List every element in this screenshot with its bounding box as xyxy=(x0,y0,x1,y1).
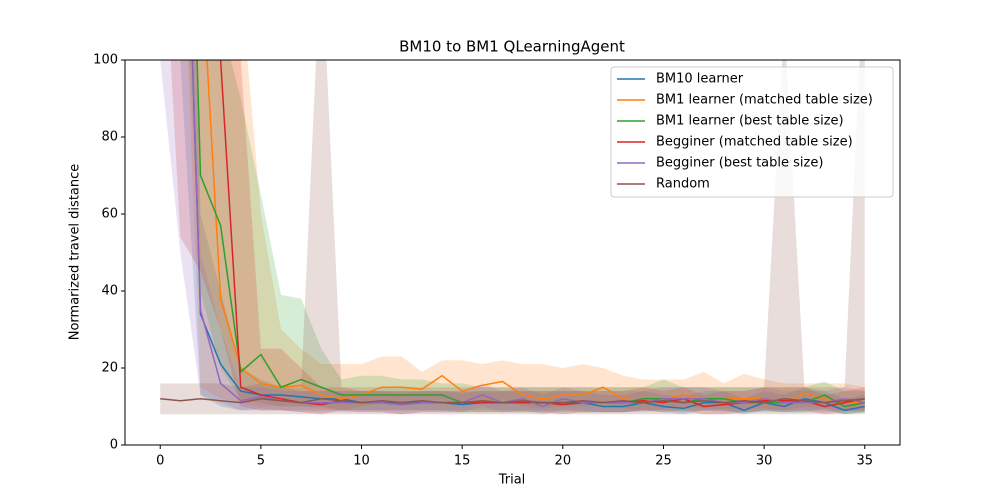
y-tick-label: 40 xyxy=(101,284,118,299)
error-band xyxy=(170,60,865,415)
error-band xyxy=(189,60,865,415)
x-axis-label: Trial xyxy=(498,473,526,488)
chart-title: BM10 to BM1 QLearningAgent xyxy=(399,38,625,56)
error-band xyxy=(180,60,865,415)
x-tick-label: 0 xyxy=(156,454,164,469)
x-tick-label: 25 xyxy=(655,454,672,469)
x-tick-label: 20 xyxy=(555,454,572,469)
legend-box xyxy=(610,66,894,198)
legend-label: Begginer (best table size) xyxy=(656,156,823,171)
legend-label: Begginer (matched table size) xyxy=(656,135,853,150)
error-band xyxy=(187,60,865,411)
x-tick-label: 5 xyxy=(257,454,265,469)
y-tick-label: 20 xyxy=(101,361,118,376)
legend: BM10 learner BM1 learner (matched table s… xyxy=(610,66,894,198)
y-tick-label: 0 xyxy=(110,438,118,453)
y-tick-label: 60 xyxy=(101,207,118,222)
legend-label: BM1 learner (matched table size) xyxy=(656,93,873,108)
plot-area xyxy=(160,60,865,415)
legend-label: BM1 learner (best table size) xyxy=(656,114,844,129)
legend-label: Random xyxy=(656,177,710,192)
axes-frame xyxy=(124,59,901,446)
y-axis-label: Normarized travel distance xyxy=(68,164,83,341)
x-tick-label: 30 xyxy=(756,454,773,469)
error-band xyxy=(160,60,865,415)
y-tick-label: 100 xyxy=(93,53,118,68)
legend-label: BM10 learner xyxy=(656,72,744,87)
x-tick-label: 35 xyxy=(856,454,873,469)
series-line xyxy=(206,60,865,404)
x-tick-label: 10 xyxy=(353,454,370,469)
series-line xyxy=(160,398,865,404)
y-tick-label: 80 xyxy=(101,130,118,145)
x-tick-label: 15 xyxy=(454,454,471,469)
